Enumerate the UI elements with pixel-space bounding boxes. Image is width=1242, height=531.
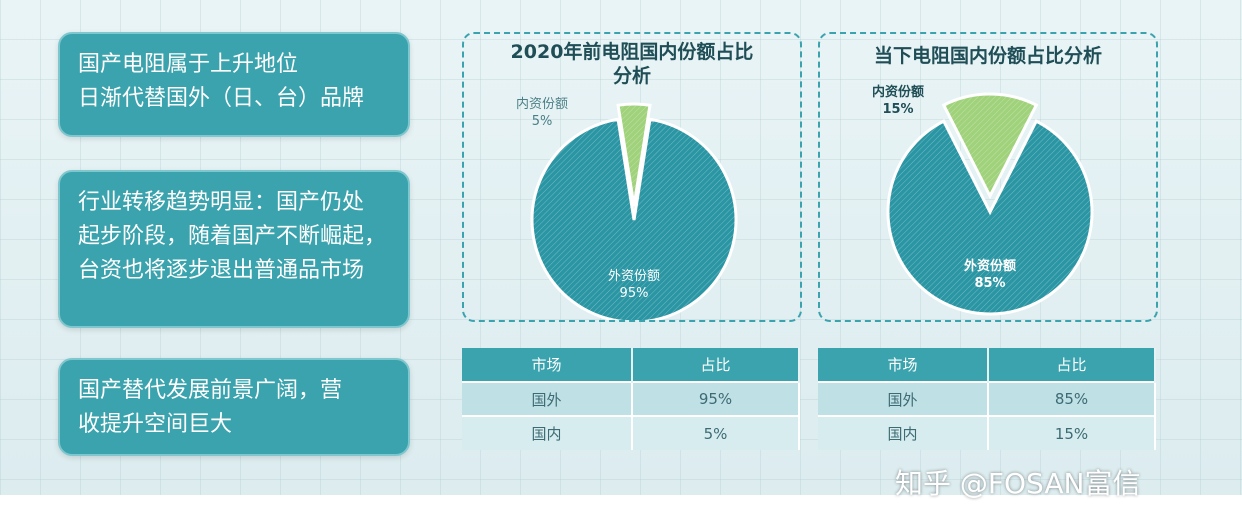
card-line: 日渐代替国外（日、台）品牌 bbox=[78, 86, 365, 111]
table-cell: 15% bbox=[988, 415, 1156, 450]
table-header: 市场 bbox=[462, 348, 633, 382]
chart-title: 当下电阻国内份额占比分析 bbox=[873, 45, 1102, 67]
slice-value-label: 95% bbox=[620, 286, 649, 301]
pie-slice-texture bbox=[943, 93, 1037, 196]
watermark: 知乎 @FOSAN富信 bbox=[895, 467, 1141, 500]
table-header: 市场 bbox=[818, 348, 989, 382]
pie-chart-2020: 外资份额 95% 内资份额 5% bbox=[516, 96, 738, 320]
card-line: 行业转移趋势明显：国产仍处 bbox=[78, 190, 365, 215]
card-line: 国产电阻属于上升地位 bbox=[78, 52, 299, 77]
slice-value-label: 5% bbox=[532, 114, 553, 129]
card-industry-shift: 行业转移趋势明显：国产仍处 起步阶段，随着国产不断崛起， 台资也将逐步退出普通品… bbox=[58, 170, 410, 328]
slice-label: 内资份额 bbox=[516, 96, 568, 112]
card-substitution-outlook: 国产替代发展前景广阔，营 收提升空间巨大 bbox=[58, 358, 410, 456]
table-cell: 国内 bbox=[818, 415, 989, 450]
pie-slice-texture bbox=[532, 119, 736, 320]
pie-slice-texture bbox=[618, 104, 650, 206]
table-header: 占比 bbox=[988, 348, 1156, 382]
table-cell: 5% bbox=[632, 415, 800, 450]
card-line: 收提升空间巨大 bbox=[78, 412, 233, 437]
card-line: 台资也将逐步退出普通品市场 bbox=[78, 258, 365, 283]
card-domestic-rising: 国产电阻属于上升地位 日渐代替国外（日、台）品牌 bbox=[58, 32, 410, 137]
slice-label: 外资份额 bbox=[608, 269, 660, 284]
card-line: 国产替代发展前景广阔，营 bbox=[78, 378, 343, 403]
table-cell: 85% bbox=[988, 381, 1156, 416]
card-line: 起步阶段，随着国产不断崛起， bbox=[78, 224, 387, 249]
table-current: 市场 占比 国外 85% 国内 15% bbox=[818, 348, 1156, 450]
table-cell: 国外 bbox=[462, 381, 633, 416]
table-cell: 国外 bbox=[818, 381, 989, 416]
slice-label: 内资份额 bbox=[872, 84, 924, 100]
slice-value-label: 85% bbox=[974, 276, 1005, 291]
table-2020: 市场 占比 国外 95% 国内 5% bbox=[462, 348, 800, 450]
pie-slice-texture bbox=[888, 121, 1092, 314]
table-row: 国外 95% bbox=[462, 381, 800, 416]
bottom-strip bbox=[0, 495, 1242, 531]
pie-chart-current: 外资份额 85% 内资份额 15% bbox=[872, 84, 1094, 316]
slice-label: 外资份额 bbox=[963, 258, 1016, 274]
table-cell: 国内 bbox=[462, 415, 633, 450]
table-header: 占比 bbox=[632, 348, 800, 382]
chart-title: 2020年前电阻国内份额占比分析 bbox=[510, 41, 754, 87]
table-row: 国内 15% bbox=[818, 415, 1156, 450]
table-row: 国外 85% bbox=[818, 381, 1156, 416]
pie-panel-current: 当下电阻国内份额占比分析 外资份额 85% 内资份额 15% bbox=[818, 32, 1158, 322]
slice-value-label: 15% bbox=[882, 102, 913, 117]
table-cell: 95% bbox=[632, 381, 800, 416]
pie-panel-2020: 2020年前电阻国内份额占比分析 外资份额 95% 内资份额 5% bbox=[462, 32, 802, 322]
table-row: 国内 5% bbox=[462, 415, 800, 450]
